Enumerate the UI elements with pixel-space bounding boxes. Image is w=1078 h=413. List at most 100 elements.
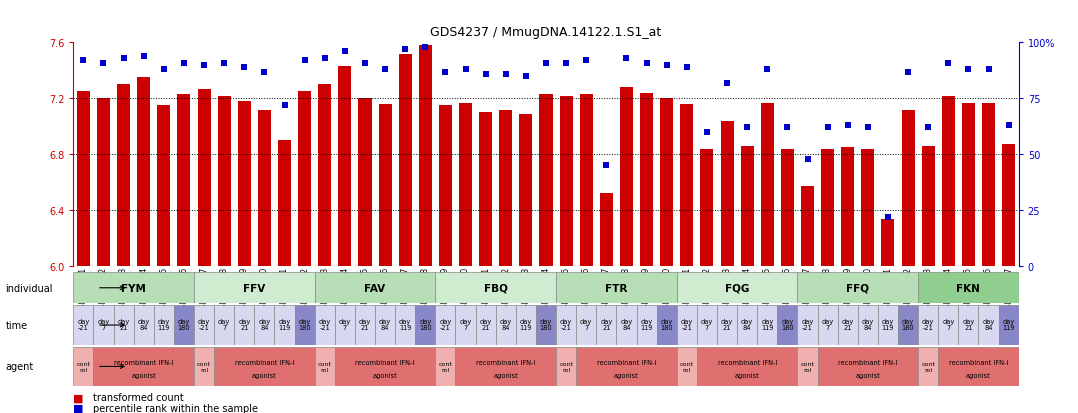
Bar (882, 219, 895, 266)
Text: recombinant IFN-I: recombinant IFN-I (235, 359, 294, 365)
Bar (157, 106, 170, 266)
Point (296, 58, 314, 64)
Bar (516, 306, 536, 345)
Text: ■: ■ (73, 392, 84, 402)
Bar (197, 89, 210, 266)
Bar (576, 306, 596, 345)
Text: GSM868973: GSM868973 (722, 266, 732, 313)
Bar (456, 306, 475, 345)
Text: day
180: day 180 (540, 318, 552, 331)
Point (1000, 123, 1018, 129)
Bar (677, 347, 696, 386)
Bar (741, 147, 754, 266)
Text: transformed count: transformed count (93, 392, 183, 402)
Text: day
7: day 7 (97, 318, 110, 331)
Text: GSM868964: GSM868964 (541, 266, 551, 313)
Point (74, 58, 92, 64)
Text: cont
rol: cont rol (801, 361, 815, 372)
Text: day
21: day 21 (359, 318, 371, 331)
Text: day
21: day 21 (963, 318, 975, 331)
Text: FYM: FYM (121, 283, 147, 293)
Bar (958, 306, 979, 345)
Bar (858, 306, 877, 345)
Bar (801, 187, 814, 266)
Bar (456, 347, 556, 386)
Bar (436, 306, 456, 345)
Text: day
21: day 21 (842, 318, 854, 331)
Text: FQG: FQG (724, 283, 749, 293)
Point (880, 214, 897, 221)
Bar (660, 99, 674, 266)
Point (95, 60, 112, 67)
Text: GSM868977: GSM868977 (803, 266, 812, 313)
Text: GSM868948: GSM868948 (220, 266, 229, 312)
Bar (315, 347, 335, 386)
Text: day
-21: day -21 (680, 318, 693, 331)
Bar (378, 105, 391, 266)
Text: day
84: day 84 (259, 318, 271, 331)
Text: day
119: day 119 (520, 318, 533, 331)
Bar (73, 273, 194, 304)
Text: cont
rol: cont rol (559, 361, 573, 372)
Text: day
21: day 21 (118, 318, 129, 331)
Text: recombinant IFN-I: recombinant IFN-I (949, 359, 1008, 365)
Text: GSM868942: GSM868942 (99, 266, 108, 312)
Text: recombinant IFN-I: recombinant IFN-I (114, 359, 174, 365)
Text: GSM868943: GSM868943 (119, 266, 128, 313)
Bar (942, 96, 955, 266)
Bar (680, 105, 693, 266)
Text: day
84: day 84 (499, 318, 512, 331)
Bar (777, 306, 798, 345)
Text: FFV: FFV (244, 283, 265, 293)
Bar (294, 306, 315, 345)
Point (557, 60, 575, 67)
Text: day
7: day 7 (701, 318, 713, 331)
Point (899, 69, 916, 76)
Bar (838, 306, 858, 345)
Bar (696, 306, 717, 345)
Text: GSM868969: GSM868969 (642, 266, 651, 313)
Bar (979, 306, 998, 345)
Point (316, 56, 333, 62)
Text: recombinant IFN-I: recombinant IFN-I (839, 359, 898, 365)
Text: day
-21: day -21 (440, 318, 452, 331)
Text: day
21: day 21 (238, 318, 250, 331)
Point (778, 125, 796, 131)
Text: ■: ■ (73, 403, 84, 413)
Bar (817, 347, 918, 386)
Text: day
-21: day -21 (198, 318, 210, 331)
Text: agonist: agonist (856, 372, 881, 378)
Text: GSM868984: GSM868984 (944, 266, 953, 312)
Bar (134, 306, 154, 345)
Bar (556, 347, 576, 386)
Text: agonist: agonist (735, 372, 760, 378)
Point (397, 47, 414, 53)
Text: day
119: day 119 (278, 318, 291, 331)
Text: GSM868960: GSM868960 (461, 266, 470, 313)
Bar (861, 150, 874, 266)
Text: GSM868958: GSM868958 (420, 266, 430, 312)
Bar (94, 306, 113, 345)
Text: GSM868985: GSM868985 (964, 266, 973, 312)
Bar (335, 347, 436, 386)
Point (678, 64, 695, 71)
Point (336, 49, 354, 56)
Text: GSM868956: GSM868956 (381, 266, 389, 313)
Text: day
84: day 84 (982, 318, 995, 331)
Text: GSM868954: GSM868954 (341, 266, 349, 313)
Bar (439, 106, 452, 266)
Bar (355, 306, 375, 345)
Text: day
84: day 84 (138, 318, 150, 331)
Text: GSM868950: GSM868950 (260, 266, 268, 313)
Bar (194, 273, 315, 304)
Bar (556, 273, 677, 304)
Text: day
21: day 21 (721, 318, 733, 331)
Text: GSM868963: GSM868963 (522, 266, 530, 313)
Text: day
21: day 21 (480, 318, 492, 331)
Bar (254, 306, 275, 345)
Text: GSM868947: GSM868947 (199, 266, 208, 313)
Point (195, 62, 212, 69)
Text: GSM868955: GSM868955 (360, 266, 370, 313)
Bar (113, 306, 134, 345)
Text: GSM868946: GSM868946 (179, 266, 189, 313)
